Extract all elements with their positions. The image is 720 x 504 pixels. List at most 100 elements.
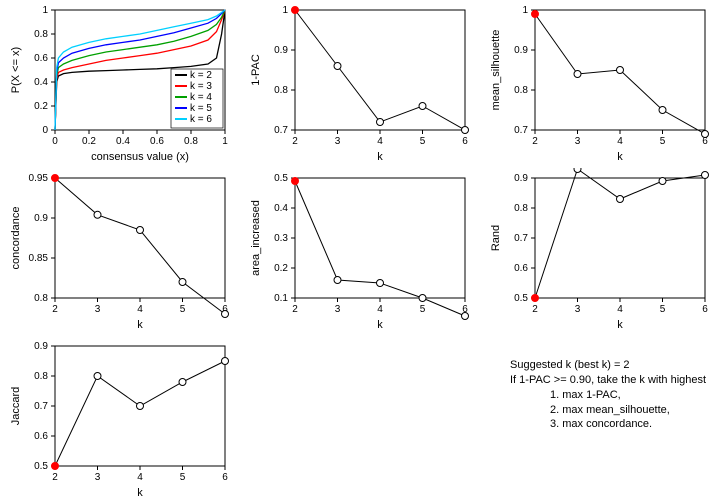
svg-text:0.1: 0.1 bbox=[274, 293, 288, 304]
svg-text:0.8: 0.8 bbox=[514, 85, 528, 96]
legend-label: k = 3 bbox=[190, 81, 212, 92]
svg-text:0.8: 0.8 bbox=[34, 29, 48, 40]
svg-text:3: 3 bbox=[575, 136, 581, 147]
svg-text:0: 0 bbox=[42, 125, 48, 136]
best-point bbox=[532, 295, 539, 302]
svg-text:0.6: 0.6 bbox=[150, 136, 164, 147]
legend-label: k = 5 bbox=[190, 103, 212, 114]
svg-text:0.9: 0.9 bbox=[274, 45, 288, 56]
svg-text:5: 5 bbox=[420, 304, 426, 315]
svg-text:3: 3 bbox=[575, 304, 581, 315]
svg-text:concordance: concordance bbox=[10, 207, 22, 270]
series-line bbox=[535, 169, 705, 298]
legend-label: k = 4 bbox=[190, 92, 212, 103]
svg-text:0.4: 0.4 bbox=[34, 77, 48, 88]
data-point bbox=[702, 172, 709, 179]
info-rule1: 1. max 1-PAC, bbox=[510, 388, 712, 403]
data-point bbox=[574, 71, 581, 78]
svg-text:4: 4 bbox=[377, 136, 383, 147]
svg-text:1: 1 bbox=[222, 136, 228, 147]
svg-text:0.8: 0.8 bbox=[34, 293, 48, 304]
svg-text:k: k bbox=[617, 319, 623, 331]
info-rule3: 3. max concordance. bbox=[510, 417, 712, 432]
svg-text:2: 2 bbox=[292, 304, 298, 315]
svg-text:0.6: 0.6 bbox=[514, 263, 528, 274]
suggested-rules-text: Suggested k (best k) = 2If 1-PAC >= 0.90… bbox=[480, 336, 720, 504]
svg-text:0.6: 0.6 bbox=[34, 431, 48, 442]
svg-text:5: 5 bbox=[180, 304, 186, 315]
data-point bbox=[334, 63, 341, 70]
svg-text:5: 5 bbox=[660, 304, 666, 315]
svg-text:4: 4 bbox=[137, 304, 143, 315]
panel-Rand: 234560.50.60.70.80.9kRand bbox=[480, 168, 720, 336]
data-point bbox=[574, 168, 581, 173]
data-point bbox=[137, 227, 144, 234]
svg-text:0.9: 0.9 bbox=[34, 213, 48, 224]
svg-text:0.4: 0.4 bbox=[274, 203, 288, 214]
svg-text:k: k bbox=[137, 487, 143, 499]
svg-text:1: 1 bbox=[42, 5, 48, 16]
data-point bbox=[377, 280, 384, 287]
svg-text:5: 5 bbox=[420, 136, 426, 147]
svg-text:1: 1 bbox=[282, 5, 288, 16]
data-point bbox=[137, 403, 144, 410]
svg-text:P(X <= x): P(X <= x) bbox=[10, 47, 22, 93]
svg-text:0.3: 0.3 bbox=[274, 233, 288, 244]
svg-text:3: 3 bbox=[335, 304, 341, 315]
legend-label: k = 6 bbox=[190, 114, 212, 125]
svg-text:k: k bbox=[137, 319, 143, 331]
data-point bbox=[179, 379, 186, 386]
data-point bbox=[617, 67, 624, 74]
svg-text:0.8: 0.8 bbox=[514, 203, 528, 214]
legend-label: k = 2 bbox=[190, 70, 212, 81]
data-point bbox=[702, 131, 709, 138]
svg-text:6: 6 bbox=[702, 304, 708, 315]
svg-text:2: 2 bbox=[292, 136, 298, 147]
svg-text:1: 1 bbox=[522, 5, 528, 16]
svg-text:area_increased: area_increased bbox=[250, 200, 262, 276]
empty-cell bbox=[240, 336, 480, 504]
svg-text:0.9: 0.9 bbox=[34, 341, 48, 352]
panel-area_increased: 234560.10.20.30.40.5karea_increased bbox=[240, 168, 480, 336]
svg-text:Jaccard: Jaccard bbox=[10, 387, 22, 426]
svg-text:0.7: 0.7 bbox=[514, 233, 528, 244]
data-point bbox=[94, 211, 101, 218]
svg-text:mean_silhouette: mean_silhouette bbox=[490, 30, 502, 111]
data-point bbox=[334, 277, 341, 284]
data-point bbox=[659, 178, 666, 185]
svg-text:0.5: 0.5 bbox=[34, 461, 48, 472]
info-condition: If 1-PAC >= 0.90, take the k with highes… bbox=[510, 373, 712, 388]
best-point bbox=[52, 463, 59, 470]
svg-text:1-PAC: 1-PAC bbox=[250, 54, 262, 86]
best-point bbox=[292, 7, 299, 14]
data-point bbox=[462, 127, 469, 134]
panel-concordance: 234560.80.850.90.95kconcordance bbox=[0, 168, 240, 336]
svg-text:6: 6 bbox=[462, 136, 468, 147]
svg-text:5: 5 bbox=[660, 136, 666, 147]
data-point bbox=[222, 311, 229, 318]
series-line bbox=[295, 181, 465, 316]
data-point bbox=[419, 103, 426, 110]
svg-text:2: 2 bbox=[52, 472, 58, 483]
info-heading: Suggested k (best k) = 2 bbox=[510, 358, 712, 373]
svg-text:0.2: 0.2 bbox=[274, 263, 288, 274]
data-point bbox=[94, 373, 101, 380]
cdf-plot: 00.20.40.60.8100.20.40.60.81consensus va… bbox=[0, 0, 240, 168]
svg-text:4: 4 bbox=[617, 304, 623, 315]
data-point bbox=[617, 196, 624, 203]
svg-text:0.5: 0.5 bbox=[514, 293, 528, 304]
svg-text:k: k bbox=[617, 151, 623, 163]
svg-text:0.2: 0.2 bbox=[82, 136, 96, 147]
svg-text:2: 2 bbox=[52, 304, 58, 315]
svg-text:3: 3 bbox=[335, 136, 341, 147]
svg-text:5: 5 bbox=[180, 472, 186, 483]
data-point bbox=[419, 295, 426, 302]
svg-text:0.5: 0.5 bbox=[274, 173, 288, 184]
svg-text:0.7: 0.7 bbox=[514, 125, 528, 136]
svg-text:0: 0 bbox=[52, 136, 58, 147]
svg-text:2: 2 bbox=[532, 304, 538, 315]
svg-text:k: k bbox=[377, 319, 383, 331]
series-line bbox=[55, 361, 225, 466]
svg-text:0.9: 0.9 bbox=[514, 173, 528, 184]
svg-text:4: 4 bbox=[377, 304, 383, 315]
